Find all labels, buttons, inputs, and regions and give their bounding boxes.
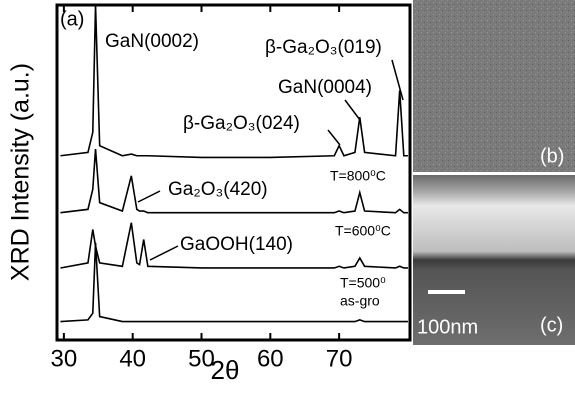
x-axis-label: 2θ [211,355,240,385]
peak-annotation: GaOOH(140) [180,234,293,255]
x-tick-label: 70 [326,345,353,372]
annotation-arrow [150,246,178,260]
figure: (b) 100nm (c) (a) XRD Intensity (a.u.) 2… [0,0,575,395]
x-tick-label: 50 [188,345,215,372]
peak-annotation: GaN(0002) [105,31,199,52]
scale-bar-label: 100nm [417,316,478,338]
series-label: as-gro [340,293,380,309]
series-label: T=500⁰ [340,275,386,291]
annotation-arrow [138,191,160,202]
series-label: T=600⁰C [335,223,391,239]
peak-annotation: GaN(0004) [278,77,372,98]
panel-label: (c) [540,314,563,336]
annotation-arrow [328,130,340,145]
y-axis-label: XRD Intensity (a.u.) [7,63,35,281]
panel-label: (b) [540,145,564,167]
x-tick-label: 60 [257,345,284,372]
x-tick-label: 30 [51,345,78,372]
peak-annotation: Ga₂O₃(420) [168,179,268,200]
annotation-arrow [345,100,360,120]
peak-annotation: β-Ga₂O₃(019) [265,37,382,58]
annotation-arrow [392,60,403,100]
peak-annotation: β-Ga₂O₃(024) [183,113,300,134]
x-tick-label: 40 [119,345,146,372]
series-label: T=800⁰C [330,168,386,184]
